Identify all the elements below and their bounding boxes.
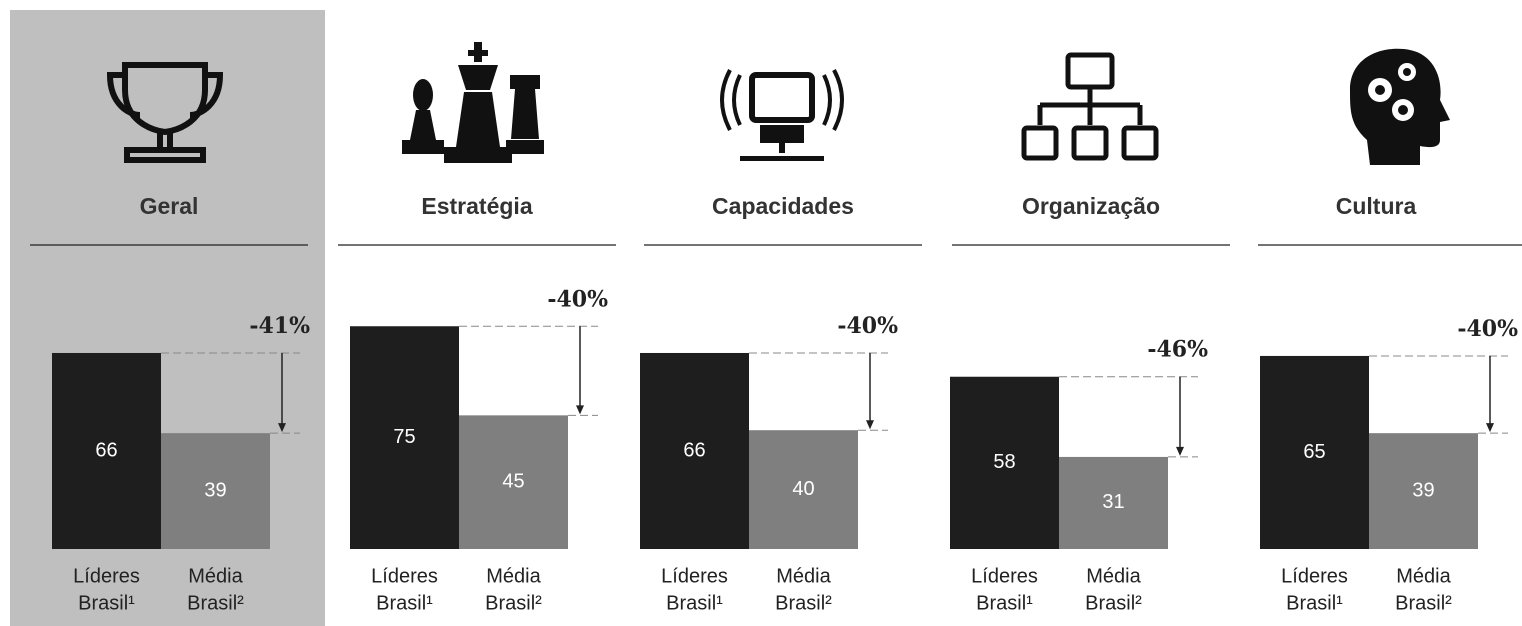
bar [640, 352, 749, 549]
bar [1059, 456, 1168, 549]
change-label: -41% [249, 313, 310, 339]
category-label: Brasil¹ [666, 592, 723, 614]
category-label: Média [486, 565, 541, 587]
category-label: Líderes [73, 565, 140, 587]
computer-icon [720, 69, 844, 161]
change-label: -40% [1457, 316, 1518, 342]
bar [749, 430, 858, 549]
bar [1260, 355, 1369, 549]
value-label: 40 [792, 478, 814, 500]
org-icon [1021, 52, 1159, 161]
panel-title: Organização [1022, 193, 1160, 219]
bar [161, 433, 270, 549]
category-label: Brasil² [1085, 592, 1142, 614]
category-label: Brasil¹ [1286, 592, 1343, 614]
trophy-icon [106, 62, 224, 163]
category-label: Média [1086, 565, 1141, 587]
value-label: 31 [1102, 491, 1124, 513]
icons [106, 42, 1450, 165]
bar [1369, 433, 1478, 549]
value-label: 66 [95, 439, 117, 461]
bar [350, 326, 459, 549]
value-label: 75 [393, 426, 415, 448]
value-label: 39 [204, 479, 226, 501]
value-label: 65 [1303, 441, 1325, 463]
category-label: Brasil¹ [976, 592, 1033, 614]
change-label: -40% [837, 313, 898, 339]
category-label: Média [776, 565, 831, 587]
category-label: Brasil¹ [78, 592, 135, 614]
panel-title: Estratégia [421, 193, 532, 219]
value-label: 39 [1412, 479, 1434, 501]
arrow-head [1486, 423, 1494, 433]
panel-title: Geral [140, 193, 199, 219]
value-label: 58 [993, 451, 1015, 473]
panel-title: Capacidades [712, 193, 854, 219]
head-icon [1350, 48, 1450, 165]
category-label: Líderes [371, 565, 438, 587]
category-label: Líderes [971, 565, 1038, 587]
category-label: Brasil² [775, 592, 832, 614]
arrow-head [576, 405, 584, 415]
value-label: 66 [683, 439, 705, 461]
category-label: Média [188, 565, 243, 587]
change-label: -46% [1147, 337, 1208, 363]
bar [459, 415, 568, 549]
category-label: Líderes [1281, 565, 1348, 587]
arrow-head [1176, 446, 1184, 456]
change-label: -40% [547, 286, 608, 312]
category-label: Líderes [661, 565, 728, 587]
category-label: Brasil² [485, 592, 542, 614]
chess-icon [402, 42, 544, 163]
bar [950, 376, 1059, 549]
category-label: Brasil² [1395, 592, 1452, 614]
arrow-head [866, 420, 874, 430]
arrow-head [278, 423, 286, 433]
panel-title: Cultura [1336, 193, 1417, 219]
bar [52, 352, 161, 549]
value-label: 45 [502, 470, 524, 492]
category-label: Média [1396, 565, 1451, 587]
category-label: Brasil² [187, 592, 244, 614]
category-label: Brasil¹ [376, 592, 433, 614]
